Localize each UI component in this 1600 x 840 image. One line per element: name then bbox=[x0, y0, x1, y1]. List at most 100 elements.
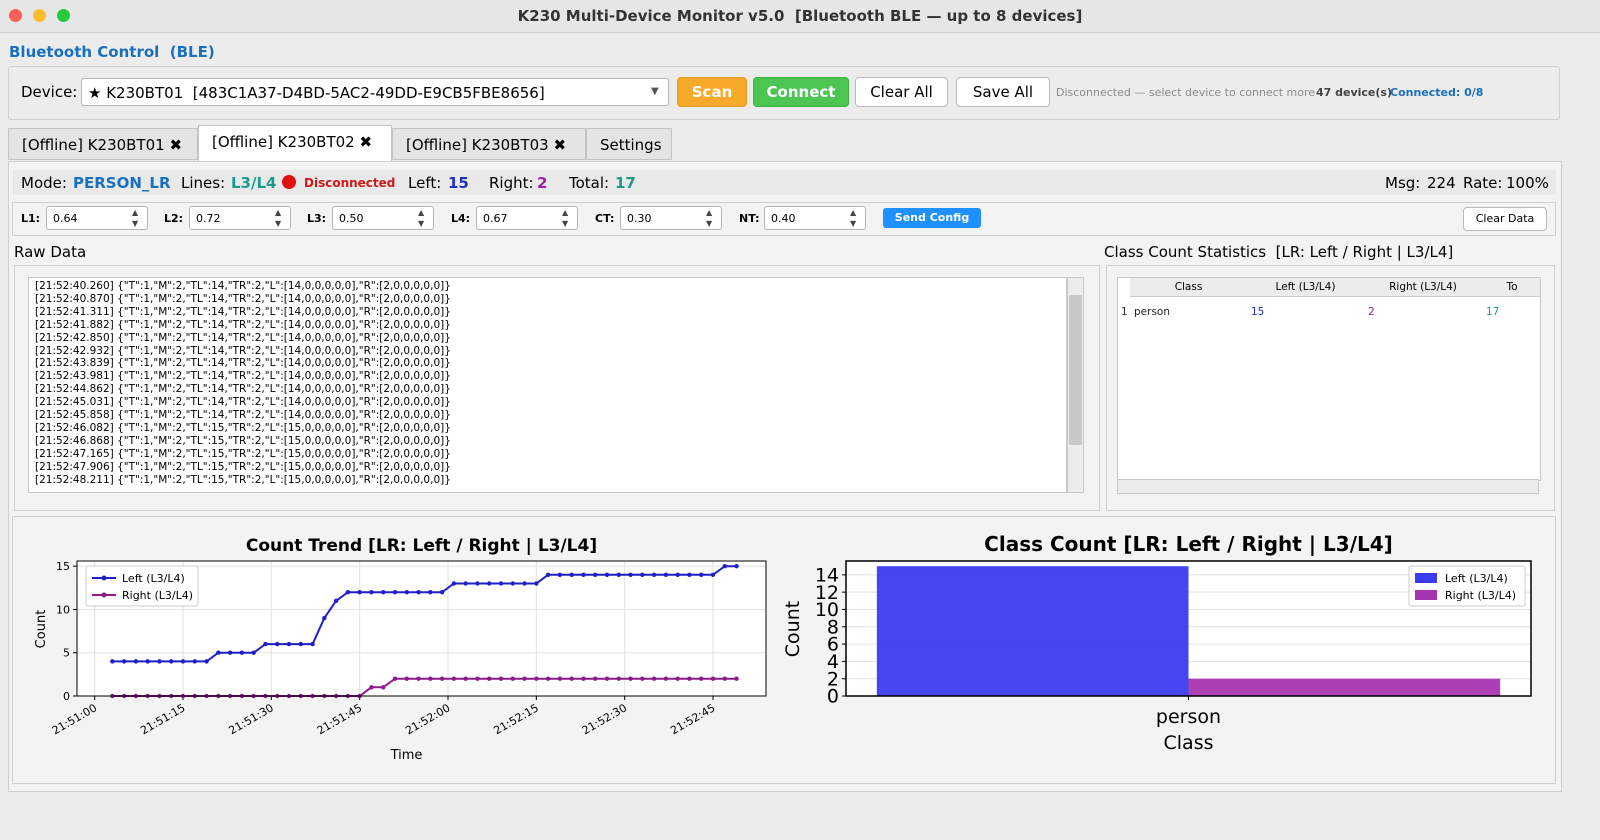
data-point bbox=[593, 676, 598, 681]
data-point bbox=[475, 581, 480, 586]
h-scrollbar[interactable] bbox=[1117, 479, 1539, 494]
data-point bbox=[216, 650, 221, 655]
data-point bbox=[345, 589, 351, 595]
table-cell: person bbox=[1134, 306, 1170, 318]
bar bbox=[876, 566, 1189, 696]
data-point bbox=[510, 676, 515, 681]
config-input[interactable]: 0.40 bbox=[764, 206, 866, 230]
device-tab[interactable]: [Offline] K230BT01 ✖ bbox=[8, 128, 198, 160]
data-point bbox=[392, 676, 398, 681]
raw-line: [21:52:45.858] {"T":1,"M":2,"TL":14,"TR"… bbox=[35, 409, 451, 422]
y-tick-label: 4 bbox=[827, 651, 839, 673]
y-tick-label: 5 bbox=[63, 647, 70, 660]
data-point bbox=[557, 676, 563, 681]
data-point bbox=[369, 685, 374, 690]
x-tick-label: person bbox=[1156, 706, 1221, 728]
data-point bbox=[734, 563, 739, 569]
data-point bbox=[569, 676, 574, 681]
spinner: ▲ ▼ bbox=[418, 208, 425, 228]
right-label: Right: bbox=[489, 174, 534, 192]
x-tick-label: 21:51:00 bbox=[50, 701, 99, 737]
data-point bbox=[640, 572, 645, 578]
plot-frame bbox=[845, 560, 1532, 697]
y-tick-label: 14 bbox=[815, 564, 839, 586]
connect-button[interactable]: Connect bbox=[753, 77, 849, 107]
tab-label: [Offline] K230BT02 bbox=[212, 133, 355, 151]
data-point bbox=[404, 589, 409, 595]
data-point bbox=[663, 676, 669, 681]
device-select[interactable]: ★ K230BT01 [483C1A37-D4BD-5AC2-49DD-E9CB… bbox=[81, 78, 669, 106]
raw-line: [21:52:43.839] {"T":1,"M":2,"TL":14,"TR"… bbox=[35, 357, 451, 370]
lines-value: L3/L4 bbox=[231, 174, 277, 192]
send-config-button[interactable]: Send Config bbox=[883, 208, 981, 228]
data-point bbox=[534, 581, 539, 586]
data-point bbox=[498, 676, 504, 681]
zoom-button[interactable] bbox=[57, 9, 70, 22]
device-count: 47 device(s) bbox=[1316, 86, 1392, 99]
device-tab[interactable]: [Offline] K230BT03 ✖ bbox=[392, 128, 586, 160]
scroll-thumb[interactable] bbox=[1069, 295, 1082, 445]
data-point bbox=[333, 598, 339, 604]
config-input[interactable]: 0.50 bbox=[332, 206, 434, 230]
scan-button[interactable]: Scan bbox=[677, 77, 747, 107]
clear-all-button[interactable]: Clear All bbox=[855, 77, 948, 107]
config-input[interactable]: 0.64 bbox=[46, 206, 148, 230]
spinner: ▲ ▼ bbox=[850, 208, 857, 228]
y-tick-label: 15 bbox=[56, 560, 70, 573]
minimize-button[interactable] bbox=[33, 9, 46, 22]
data-point bbox=[616, 676, 621, 681]
data-point bbox=[534, 676, 539, 681]
status-dot bbox=[282, 175, 296, 189]
legend-label: Right (L3/L4) bbox=[122, 589, 193, 602]
y-axis-label: Count bbox=[34, 610, 49, 649]
data-point bbox=[428, 589, 433, 595]
close-button[interactable] bbox=[9, 9, 22, 22]
data-point bbox=[310, 641, 315, 647]
device-tab[interactable]: [Offline] K230BT02 ✖ bbox=[198, 125, 392, 162]
data-point bbox=[487, 581, 492, 586]
spinner: ▲ ▼ bbox=[562, 208, 569, 228]
settings-tab[interactable]: Settings bbox=[586, 128, 672, 160]
table-cell: 1 bbox=[1121, 306, 1128, 318]
msg-value: 224 bbox=[1427, 174, 1456, 192]
x-tick-label: 21:52:00 bbox=[403, 701, 452, 737]
data-point bbox=[263, 641, 268, 647]
data-point bbox=[392, 589, 398, 595]
plot-frame bbox=[76, 560, 767, 697]
right-value: 2 bbox=[537, 174, 548, 192]
raw-text[interactable]: [21:52:40.260] {"T":1,"M":2,"TL":14,"TR"… bbox=[28, 277, 1067, 493]
config-input[interactable]: 0.67 bbox=[476, 206, 578, 230]
y-tick-label: 10 bbox=[815, 599, 839, 621]
data-point bbox=[204, 659, 209, 664]
section-label: Bluetooth Control (BLE) bbox=[9, 43, 215, 61]
clear-data-button[interactable]: Clear Data bbox=[1463, 207, 1547, 231]
data-point bbox=[369, 589, 374, 595]
save-all-button[interactable]: Save All bbox=[956, 77, 1050, 107]
table-cell: 17 bbox=[1486, 306, 1500, 318]
lines-label: Lines: bbox=[181, 174, 226, 192]
config-input[interactable]: 0.72 bbox=[189, 206, 291, 230]
y-tick-label: 10 bbox=[56, 603, 70, 616]
x-tick-label: 21:51:45 bbox=[315, 701, 364, 737]
data-point bbox=[286, 641, 292, 647]
mode-value: PERSON_LR bbox=[73, 174, 171, 192]
raw-group bbox=[14, 265, 1100, 511]
data-point bbox=[628, 676, 633, 681]
table-cell: 2 bbox=[1368, 306, 1375, 318]
table-header: To bbox=[1482, 278, 1540, 297]
legend-label: Left (L3/L4) bbox=[1445, 572, 1508, 585]
x-axis-label: Time bbox=[390, 748, 423, 763]
config-label: L4: bbox=[451, 212, 471, 225]
data-point bbox=[675, 572, 680, 578]
legend-swatch bbox=[1415, 573, 1437, 583]
config-input[interactable]: 0.30 bbox=[620, 206, 722, 230]
data-point bbox=[463, 581, 468, 586]
data-point bbox=[687, 572, 692, 578]
y-tick-label: 6 bbox=[827, 634, 839, 656]
data-point bbox=[569, 572, 574, 578]
config-label: L2: bbox=[164, 212, 184, 225]
data-point bbox=[604, 676, 610, 681]
data-point bbox=[357, 589, 362, 595]
data-point bbox=[298, 641, 303, 647]
